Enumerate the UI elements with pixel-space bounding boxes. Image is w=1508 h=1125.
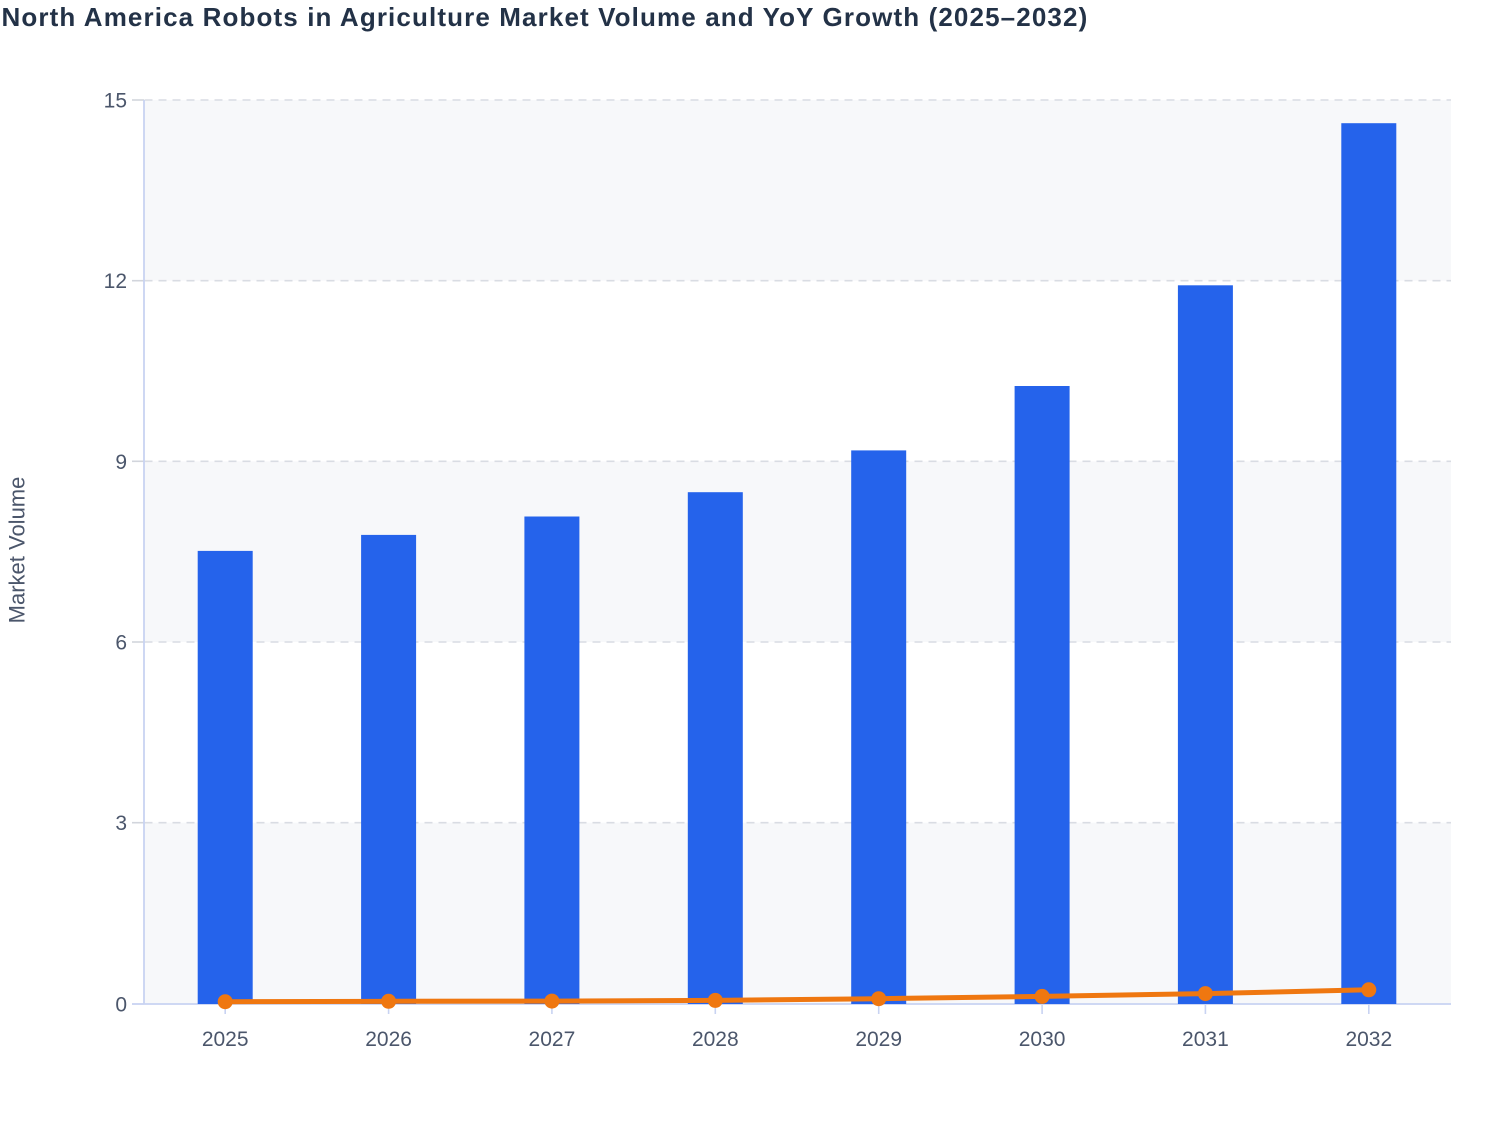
- svg-text:0: 0: [115, 994, 127, 1017]
- svg-text:15: 15: [104, 90, 127, 113]
- svg-text:2030: 2030: [1019, 1028, 1066, 1051]
- svg-text:2025: 2025: [202, 1028, 249, 1051]
- svg-text:2028: 2028: [692, 1028, 739, 1051]
- svg-text:6: 6: [115, 632, 127, 655]
- svg-text:9: 9: [115, 451, 127, 474]
- svg-text:Market Volume: Market Volume: [5, 477, 30, 624]
- svg-text:2032: 2032: [1345, 1028, 1392, 1051]
- svg-text:North America Robots in Agricu: North America Robots in Agriculture Mark…: [2, 2, 1089, 32]
- svg-text:2029: 2029: [855, 1028, 902, 1051]
- svg-text:3: 3: [115, 812, 127, 835]
- svg-text:2026: 2026: [365, 1028, 412, 1051]
- svg-text:2027: 2027: [529, 1028, 576, 1051]
- svg-text:2031: 2031: [1182, 1028, 1229, 1051]
- svg-text:12: 12: [104, 270, 127, 293]
